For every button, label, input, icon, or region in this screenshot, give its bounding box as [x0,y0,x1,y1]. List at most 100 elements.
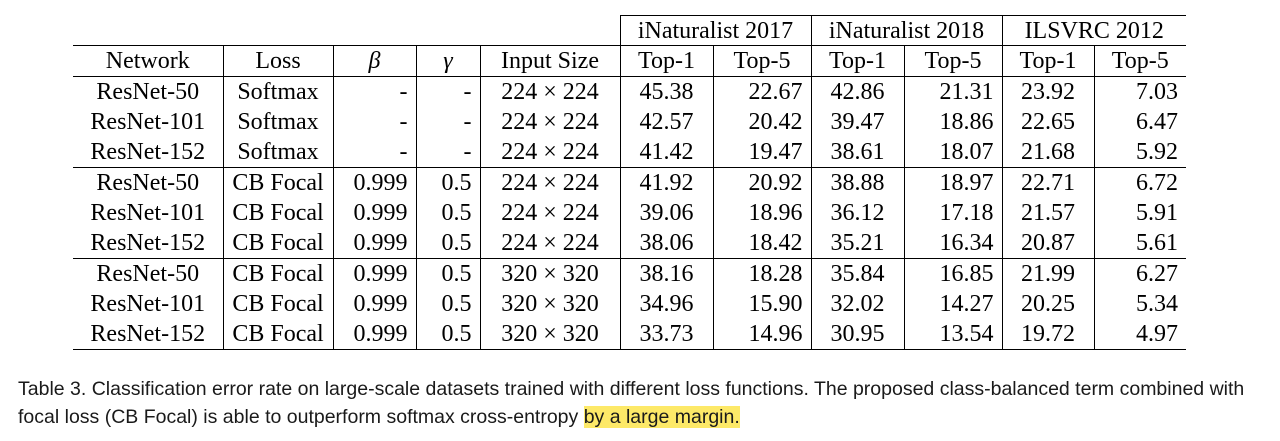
group-header-row: iNaturalist 2017 iNaturalist 2018 ILSVRC… [73,14,1186,46]
cell-input-size: 320 × 320 [479,319,620,351]
cell-inat2018-top5: 17.18 [903,197,1002,229]
cell-ilsvrc-top1: 21.57 [1001,197,1094,229]
cell-inat2018-top1: 38.61 [810,137,904,168]
cell-network: ResNet-50 [73,75,223,107]
cell-gamma: 0.5 [415,319,480,351]
table-row: ResNet-50 CB Focal 0.999 0.5 224 × 224 41.92 2… [73,166,1186,198]
cell-inat2018-top5: 16.34 [903,228,1002,259]
cell-ilsvrc-top5: 5.92 [1093,137,1186,168]
cell-input-size: 224 × 224 [479,75,620,107]
cell-input-size: 224 × 224 [479,137,620,168]
cell-inat2018-top1: 39.47 [810,106,904,138]
column-header-gamma: γ [415,45,480,77]
cell-beta: - [332,106,416,138]
cell-inat2017-top5: 18.42 [712,228,811,259]
cell-inat2017-top5: 14.96 [712,319,811,351]
cell-inat2017-top5: 20.92 [712,166,811,198]
cell-loss: Softmax [222,106,333,138]
cell-loss: Softmax [222,75,333,107]
cell-beta: 0.999 [332,166,416,198]
cell-inat2017-top1: 38.06 [619,228,713,259]
cell-input-size: 320 × 320 [479,258,620,290]
cell-gamma: 0.5 [415,228,480,259]
column-header-row: Network Loss β γ Input Size Top-1 Top-5 … [73,45,1186,77]
cell-gamma: 0.5 [415,197,480,229]
cell-inat2017-top1: 41.92 [619,166,713,198]
cell-loss: CB Focal [222,258,333,290]
cell-network: ResNet-152 [73,319,223,351]
cell-ilsvrc-top5: 7.03 [1093,75,1186,107]
cell-inat2017-top1: 42.57 [619,106,713,138]
cell-network: ResNet-50 [73,258,223,290]
table-row: ResNet-152 CB Focal 0.999 0.5 224 × 224 38.06… [73,228,1186,259]
cell-inat2017-top1: 41.42 [619,137,713,168]
cell-network: ResNet-50 [73,166,223,198]
column-header-inat2017-top5: Top-5 [712,45,811,77]
cell-inat2018-top5: 18.07 [903,137,1002,168]
caption-highlight: by a large margin. [583,406,740,428]
table-row: ResNet-101 CB Focal 0.999 0.5 224 × 224 39.06… [73,197,1186,229]
cell-input-size: 224 × 224 [479,197,620,229]
cell-network: ResNet-152 [90,230,206,257]
cell-ilsvrc-top1: 22.71 [1001,166,1094,198]
cell-beta: - [332,137,416,168]
cell-loss: CB Focal [222,197,333,229]
cell-inat2017-top5: 18.28 [712,258,811,290]
cell-ilsvrc-top5: 6.72 [1093,166,1186,198]
table-row: ResNet-101 CB Focal 0.999 0.5 320 × 320 34.96… [73,289,1186,320]
cell-input-size: 224 × 224 [479,106,620,138]
cell-gamma: 0.5 [415,258,480,290]
cell-inat2018-top1: 42.86 [810,75,904,107]
cell-beta: 0.999 [332,289,416,320]
column-header-inat2018-top1: Top-1 [810,45,904,77]
cell-input-size: 224 × 224 [479,228,620,259]
cell-loss: CB Focal [222,228,333,259]
cell-inat2018-top1: 35.84 [810,258,904,290]
results-table-body: ResNet-50 Softmax - -224 × 224 45.38 22.67 42.… [73,75,1186,351]
cell-ilsvrc-top5: 4.97 [1093,319,1186,351]
cell-ilsvrc-top5: 6.27 [1093,258,1186,290]
table-row: ResNet-50 Softmax - -224 × 224 45.38 22.67 42.… [73,75,1186,107]
cell-ilsvrc-top5: 5.61 [1093,228,1186,259]
cell-ilsvrc-top1: 20.25 [1001,289,1094,320]
cell-gamma: - [415,75,480,107]
cell-inat2018-top5: 18.86 [903,106,1002,138]
cell-network: ResNet-101 [90,108,206,135]
cell-inat2018-top5: 14.27 [903,289,1002,320]
cell-inat2017-top5: 15.90 [712,289,811,320]
column-header-inat2017-top1: Top-1 [619,45,713,77]
cell-beta: 0.999 [332,197,416,229]
results-table: iNaturalist 2017 iNaturalist 2018 ILSVRC… [73,14,1186,351]
cell-beta: 0.999 [332,319,416,351]
table-row: ResNet-152 Softmax - -224 × 224 41.42 19.47 38… [73,137,1186,168]
cell-ilsvrc-top5: 6.47 [1093,106,1186,138]
cell-inat2018-top1: 35.21 [810,228,904,259]
cell-gamma: 0.5 [415,289,480,320]
group-header-inat2017: iNaturalist 2017 [619,14,811,46]
cell-inat2018-top1: 30.95 [810,319,904,351]
column-header-inat2018-top5: Top-5 [903,45,1002,77]
cell-inat2018-top5: 18.97 [903,166,1002,198]
table-row: ResNet-50 CB Focal 0.999 0.5 320 × 320 38.16 1… [73,258,1186,290]
cell-beta: 0.999 [332,228,416,259]
cell-ilsvrc-top1: 22.65 [1001,106,1094,138]
group-header-inat2018: iNaturalist 2018 [810,14,1002,46]
cell-inat2017-top1: 45.38 [619,75,713,107]
cell-ilsvrc-top1: 19.72 [1001,319,1094,351]
cell-inat2017-top1: 33.73 [619,319,713,351]
group-header-ilsvrc2012: ILSVRC 2012 [1001,14,1186,46]
cell-gamma: - [415,106,480,138]
cell-network: ResNet-101 [90,291,206,318]
cell-inat2017-top5: 22.67 [712,75,811,107]
cell-inat2017-top5: 18.96 [712,197,811,229]
cell-loss: CB Focal [222,166,333,198]
cell-loss: CB Focal [222,289,333,320]
table-caption: Table 3. Classification error rate on la… [18,375,1268,431]
cell-network: ResNet-152 [90,139,206,165]
cell-gamma: 0.5 [415,166,480,198]
cell-beta: - [332,75,416,107]
column-header-loss: Loss [222,45,333,77]
cell-inat2017-top1: 39.06 [619,197,713,229]
cell-ilsvrc-top1: 23.92 [1001,75,1094,107]
cell-inat2018-top1: 38.88 [810,166,904,198]
